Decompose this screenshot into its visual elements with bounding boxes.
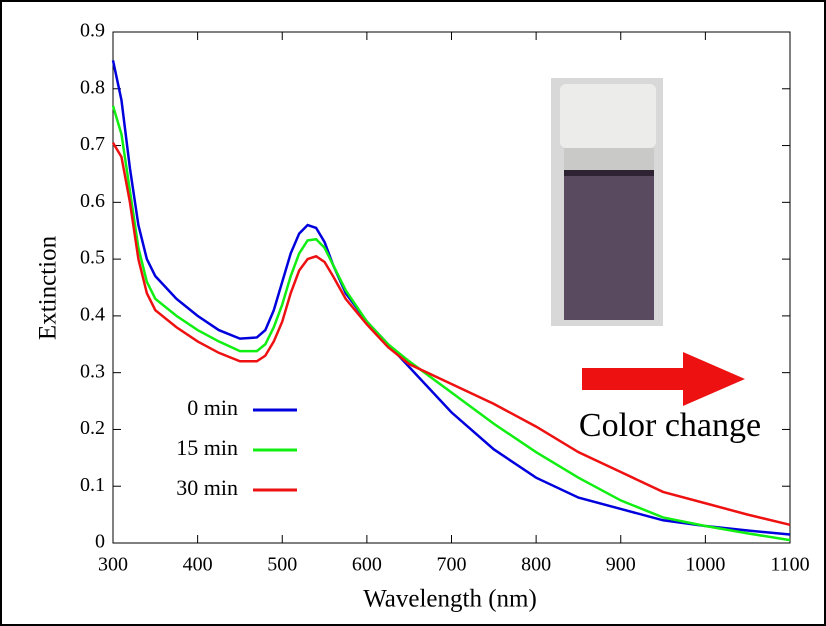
y-tick-label: 0.6 (80, 190, 105, 212)
y-tick-label: 0.3 (80, 360, 105, 382)
vial-photo (551, 78, 663, 326)
legend-label: 15 min (176, 435, 238, 460)
legend-label: 0 min (187, 395, 238, 420)
y-tick-label: 0.1 (80, 474, 105, 496)
y-tick-label: 0 (95, 531, 105, 553)
series-line (111, 105, 791, 542)
annotation: Color change (579, 407, 761, 444)
x-tick-label: 1000 (685, 554, 725, 576)
arrow (582, 352, 745, 406)
x-tick-label: 900 (606, 554, 636, 576)
x-tick-label: 1100 (770, 554, 809, 576)
x-tick-label: 500 (267, 554, 297, 576)
y-tick-label: 0.7 (80, 133, 105, 155)
x-tick-label: 700 (437, 554, 467, 576)
y-tick-label: 0.9 (80, 20, 105, 42)
series-line (111, 60, 791, 536)
x-axis-label: Wavelength (nm) (363, 586, 537, 613)
y-tick-label: 0.2 (80, 417, 105, 439)
legend-label: 30 min (176, 475, 238, 500)
y-tick-label: 0.8 (80, 76, 105, 98)
x-tick-label: 400 (183, 554, 213, 576)
y-tick-label: 0.4 (80, 303, 105, 325)
x-tick-label: 800 (521, 554, 551, 576)
x-tick-label: 600 (352, 554, 382, 576)
series-line (111, 142, 791, 527)
y-tick-label: 0.5 (80, 247, 105, 269)
y-axis-label: Extinction (35, 235, 62, 340)
x-tick-label: 300 (98, 554, 128, 576)
